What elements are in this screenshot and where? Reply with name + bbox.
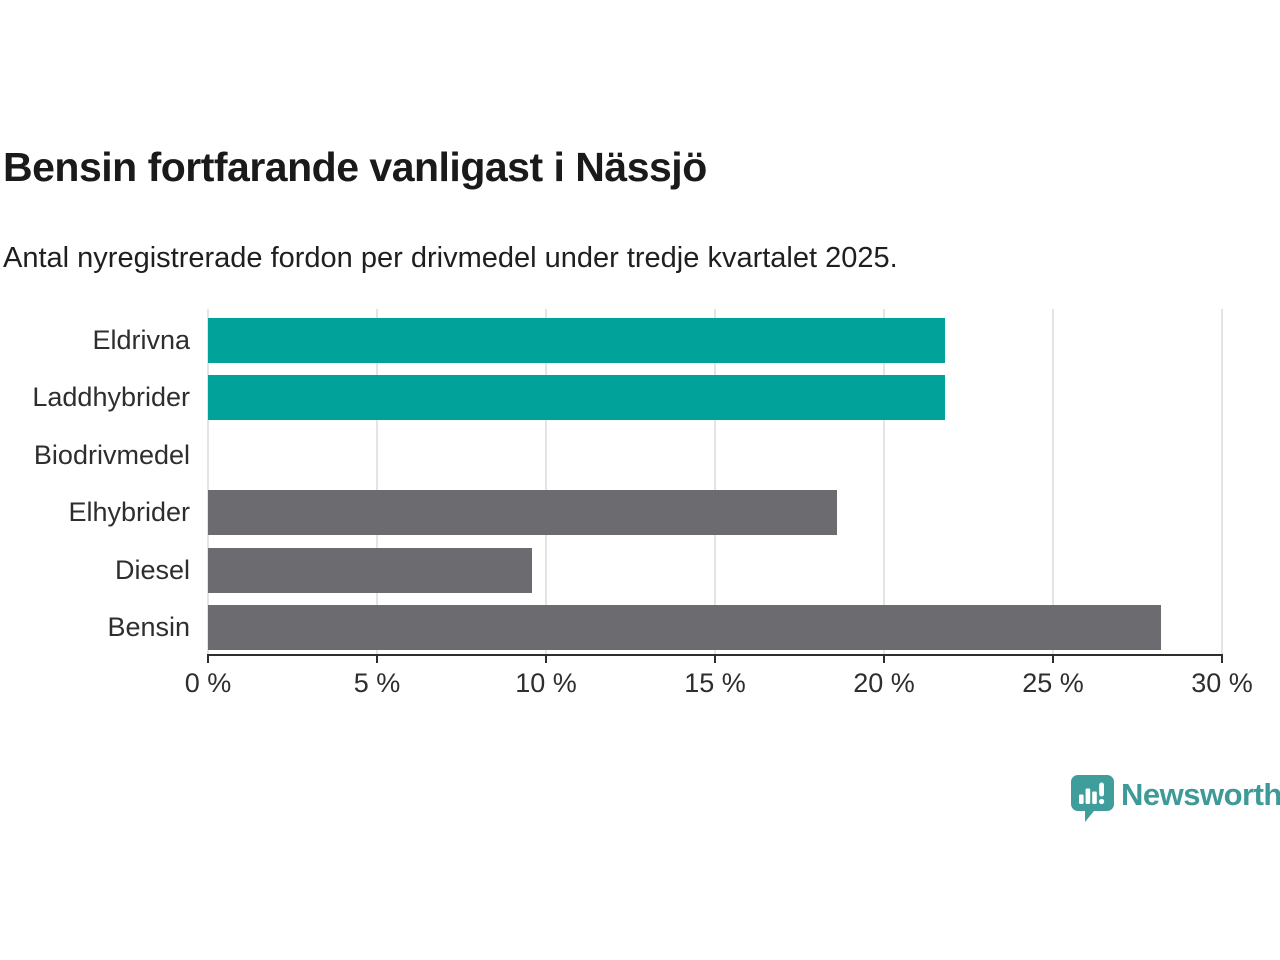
category-label-eldrivna: Eldrivna [92, 324, 190, 355]
x-axis-tick [1052, 654, 1054, 663]
bar-bensin [208, 605, 1162, 651]
chart-title: Bensin fortfarande vanligast i Nässjö [3, 144, 707, 190]
x-tick-label: 25 % [1022, 668, 1084, 698]
x-tick-label: 30 % [1191, 668, 1253, 698]
x-tick-label: 15 % [684, 668, 746, 698]
gridline [1221, 309, 1223, 654]
bar-elhybrider [208, 490, 837, 536]
gridline [883, 309, 885, 654]
x-axis-tick [714, 654, 716, 663]
gridline [376, 309, 378, 654]
category-label-diesel: Diesel [114, 554, 190, 585]
newsworthy-speech-bubble-chart-icon [1071, 775, 1114, 822]
x-axis-tick [1221, 654, 1223, 663]
category-label-elhybrider: Elhybrider [68, 497, 190, 528]
bar-diesel [208, 547, 533, 593]
bar-eldrivna [208, 317, 945, 363]
plot-area [207, 309, 1223, 663]
x-axis-tick [207, 654, 209, 663]
x-axis-tick [545, 654, 547, 663]
category-label-bensin: Bensin [107, 612, 190, 643]
gridline [207, 309, 209, 654]
x-axis-tick [883, 654, 885, 663]
chart-subtitle: Antal nyregistrerade fordon per drivmede… [3, 242, 898, 274]
x-tick-label: 20 % [853, 668, 915, 698]
x-axis-tick [376, 654, 378, 663]
category-label-biodrivmedel: Biodrivmedel [33, 439, 190, 470]
x-tick-label: 5 % [353, 668, 401, 698]
x-tick-label: 0 % [184, 668, 232, 698]
newsworthy-wordmark: Newsworthy [1121, 777, 1280, 812]
x-tick-label: 10 % [515, 668, 577, 698]
category-label-laddhybrider: Laddhybrider [32, 382, 190, 413]
gridline [1052, 309, 1054, 654]
gridline [545, 309, 547, 654]
bar-laddhybrider [208, 375, 945, 421]
newsworthy-logo: Newsworthy [1071, 775, 1280, 822]
gridline [714, 309, 716, 654]
